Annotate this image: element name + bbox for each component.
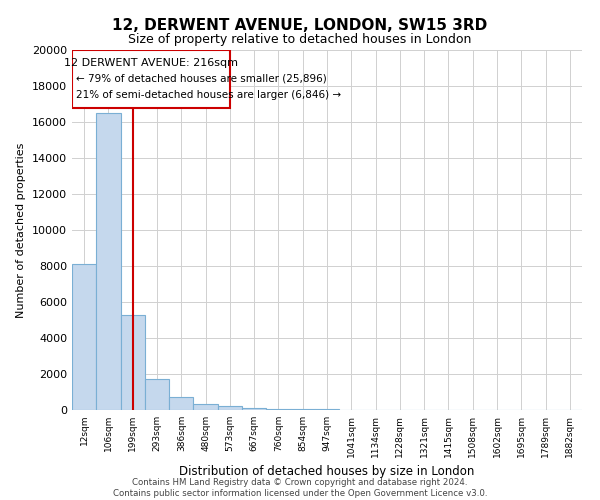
Y-axis label: Number of detached properties: Number of detached properties bbox=[16, 142, 26, 318]
Bar bbox=[145, 378, 169, 410]
Text: 12 DERWENT AVENUE: 216sqm: 12 DERWENT AVENUE: 216sqm bbox=[64, 58, 238, 68]
Bar bbox=[218, 406, 242, 410]
Bar bbox=[169, 396, 193, 410]
Bar bbox=[266, 408, 290, 410]
Text: 12, DERWENT AVENUE, LONDON, SW15 3RD: 12, DERWENT AVENUE, LONDON, SW15 3RD bbox=[112, 18, 488, 32]
Bar bbox=[96, 113, 121, 410]
Text: Size of property relative to detached houses in London: Size of property relative to detached ho… bbox=[128, 32, 472, 46]
Text: 21% of semi-detached houses are larger (6,846) →: 21% of semi-detached houses are larger (… bbox=[76, 90, 341, 100]
X-axis label: Distribution of detached houses by size in London: Distribution of detached houses by size … bbox=[179, 466, 475, 478]
Text: Contains HM Land Registry data © Crown copyright and database right 2024.
Contai: Contains HM Land Registry data © Crown c… bbox=[113, 478, 487, 498]
Text: ← 79% of detached houses are smaller (25,896): ← 79% of detached houses are smaller (25… bbox=[76, 74, 326, 84]
Bar bbox=[193, 404, 218, 410]
Bar bbox=[121, 314, 145, 410]
Bar bbox=[290, 409, 315, 410]
Bar bbox=[72, 264, 96, 410]
Bar bbox=[242, 408, 266, 410]
Bar bbox=[72, 50, 230, 108]
